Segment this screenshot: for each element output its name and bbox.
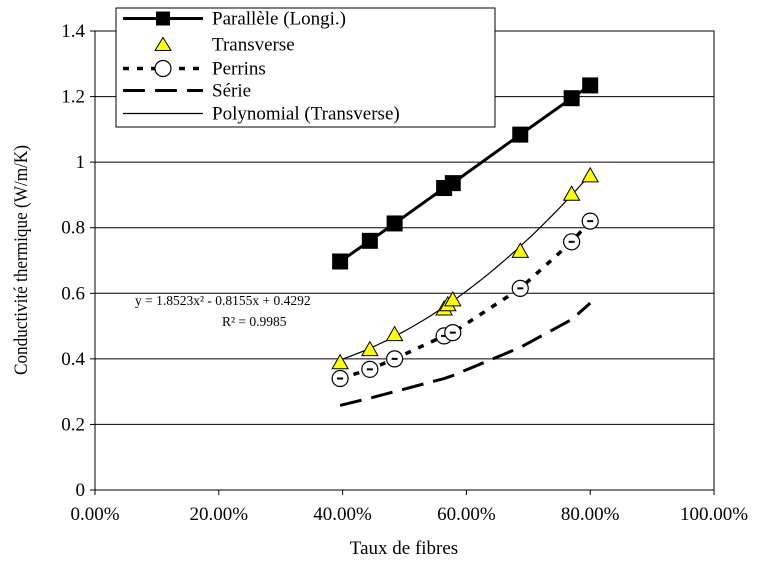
y-tick-label-0: 0 [76, 480, 86, 501]
legend-label-4: Polynomial (Transverse) [212, 104, 400, 125]
y-tick-label-6: 1.2 [61, 87, 85, 108]
y-tick-label-7: 1.4 [61, 21, 85, 42]
legend-label-2: Perrins [212, 59, 266, 80]
legend-parallele-marker [156, 11, 170, 26]
y-axis-title: Conductivité thermique (W/m/K) [11, 145, 32, 375]
y-tick-label-2: 0.4 [61, 349, 85, 370]
parallele-point-2 [386, 215, 403, 232]
y-tick-label-5: 1 [76, 152, 86, 173]
parallele-point-4 [444, 175, 461, 192]
transverse-point-0 [331, 353, 349, 370]
transverse-point-1 [360, 340, 379, 357]
legend: Parallèle (Longi.) Transverse PerrinsSérie… [115, 7, 496, 128]
trendline-r-squared: R² = 0.9985 [222, 314, 287, 329]
parallele-point-7 [582, 77, 599, 94]
legend-label-1: Transverse [212, 35, 295, 56]
legend-label-3: Série [212, 81, 251, 102]
transverse-point-7 [562, 185, 581, 201]
x-tick-label-0: 0.00% [70, 504, 119, 525]
y-tick-label-1: 0.2 [61, 414, 85, 435]
x-tick-label-1: 20.00% [190, 504, 249, 525]
transverse-point-8 [581, 166, 600, 183]
trendline-equation: y = 1.8523x² - 0.8155x + 0.4292 [135, 293, 311, 308]
parallele-point-6 [563, 90, 580, 107]
polynomial-trendline [339, 174, 591, 361]
x-tick-label-4: 80.00% [561, 504, 620, 525]
trendline-annotation: y = 1.8523x² - 0.8155x + 0.4292 R² = 0.9… [135, 293, 311, 329]
parallele-point-5 [512, 126, 529, 143]
y-tick-label-4: 0.8 [61, 218, 85, 239]
legend-label-0: Parallèle (Longi.) [212, 9, 346, 30]
transverse-point-2 [385, 325, 404, 342]
x-tick-label-3: 60.00% [437, 504, 496, 525]
legend-perrins-marker [154, 59, 172, 78]
tick-labels: 0 0.2 0.4 0.6 0.8 1 1.2 1.4 0.00% 20.00% 40.00% 60.… [61, 21, 748, 525]
series-layer [331, 77, 600, 407]
legend-transverse-marker [154, 36, 172, 51]
transverse-point-5 [443, 290, 462, 307]
x-axis-title: Taux de fibres [350, 538, 458, 559]
parallele-point-0 [332, 253, 349, 270]
x-tick-label-2: 40.00% [313, 504, 372, 525]
y-tick-label-3: 0.6 [61, 283, 85, 304]
parallele-point-1 [361, 232, 378, 249]
x-tick-label-5: 100.00% [680, 504, 748, 525]
serie-line [339, 301, 592, 407]
transverse-point-6 [511, 242, 530, 258]
